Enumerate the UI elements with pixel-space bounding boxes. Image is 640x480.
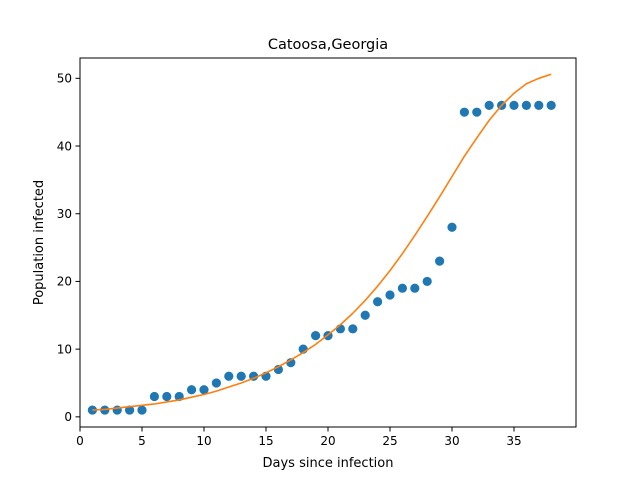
scatter-point: [484, 100, 494, 110]
y-tick-label: 20: [57, 275, 72, 289]
x-tick-label: 10: [196, 434, 211, 448]
scatter-point: [125, 405, 135, 415]
y-tick-label: 30: [57, 207, 72, 221]
chart-title: Catoosa,Georgia: [268, 37, 388, 53]
x-tick-label: 25: [382, 434, 397, 448]
scatter-point: [459, 107, 469, 117]
scatter-point: [211, 378, 221, 388]
scatter-point: [546, 100, 556, 110]
x-tick-label: 20: [320, 434, 335, 448]
scatter-point: [534, 100, 544, 110]
scatter-point: [360, 310, 370, 320]
y-axis-label: Population infected: [32, 180, 47, 305]
scatter-point: [472, 107, 482, 117]
scatter-point: [224, 371, 234, 381]
scatter-point: [397, 283, 407, 293]
scatter-point: [311, 331, 321, 341]
x-tick-label: 30: [444, 434, 459, 448]
scatter-point: [410, 283, 420, 293]
y-tick-label: 10: [57, 342, 72, 356]
scatter-point: [112, 405, 122, 415]
scatter-point: [385, 290, 395, 300]
scatter-point: [236, 371, 246, 381]
x-tick-label: 35: [506, 434, 521, 448]
scatter-point: [435, 256, 445, 266]
scatter-point: [422, 276, 432, 287]
x-tick-label: 15: [258, 434, 273, 448]
x-tick-label: 5: [138, 434, 146, 448]
fit-line: [92, 73, 552, 411]
scatter-point: [521, 100, 532, 110]
y-axis: 0 10 20 30 40 50: [57, 72, 80, 424]
scatter-point: [447, 222, 457, 232]
scatter-point: [199, 385, 209, 395]
y-tick-label: 50: [57, 72, 72, 86]
scatter-point: [509, 100, 519, 110]
scatter-point: [187, 385, 197, 395]
scatter-point: [149, 391, 159, 402]
scatter-point: [373, 297, 383, 307]
x-axis-label: Days since infection: [263, 456, 394, 471]
scatter-point: [137, 405, 147, 415]
x-axis: 0 5 10 15 20 25 30 35: [76, 427, 522, 448]
plot-area: [87, 73, 556, 415]
y-tick-label: 40: [57, 139, 72, 153]
scatter-point: [162, 391, 172, 402]
scatter-point: [348, 324, 358, 334]
y-tick-label: 0: [64, 410, 72, 424]
x-tick-label: 0: [76, 434, 84, 448]
